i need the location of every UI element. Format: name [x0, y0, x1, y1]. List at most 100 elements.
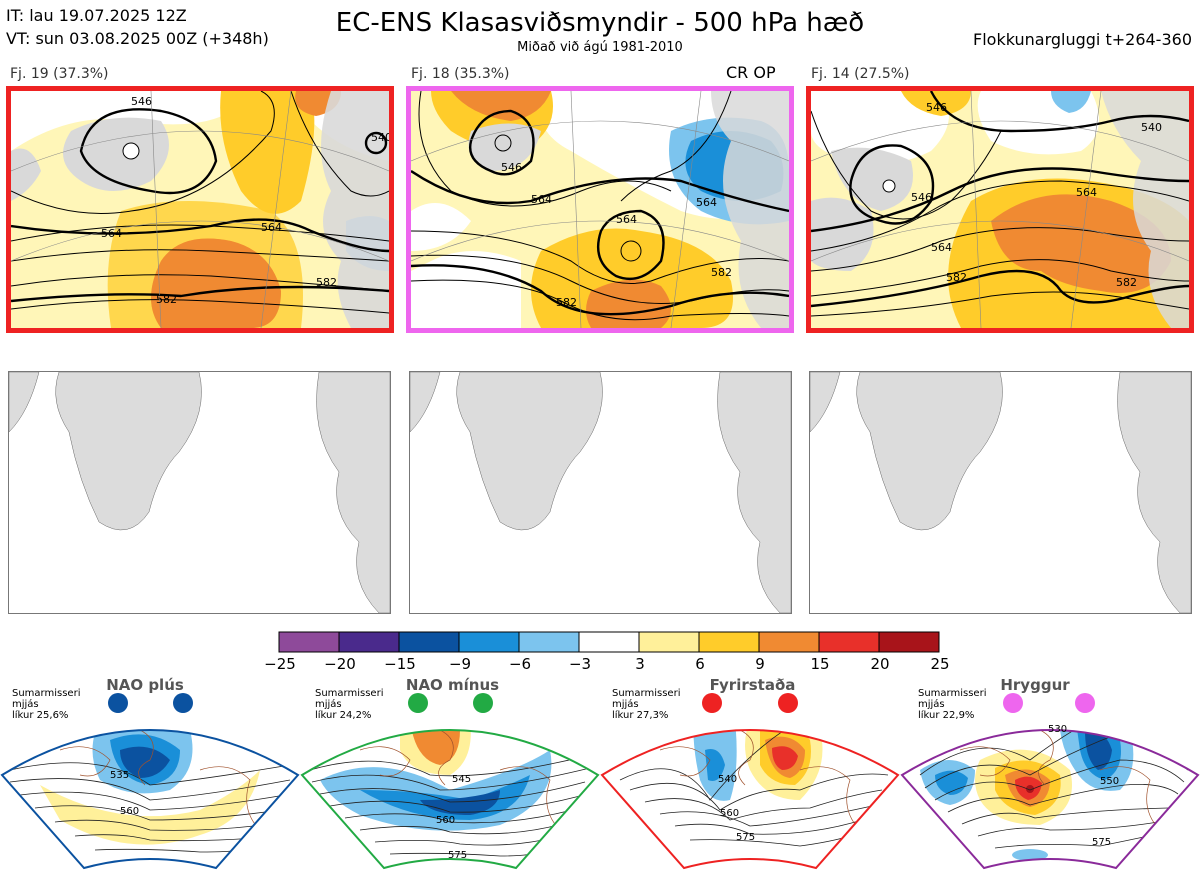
colorbar-swatch: [278, 631, 340, 653]
regime-probability: líkur 27,3%: [612, 710, 669, 721]
contour-label: 560: [720, 808, 739, 819]
contour-label: 575: [448, 850, 467, 861]
regime-marker-icon: [702, 693, 722, 713]
regime-months: mjjás: [315, 699, 342, 710]
contour-label: 575: [1092, 837, 1111, 848]
contour-label: 540: [1141, 121, 1162, 134]
regime-marker-icon: [473, 693, 493, 713]
contour-label: 582: [316, 276, 337, 289]
contour-label: 564: [696, 196, 717, 209]
contour-label: 545: [452, 774, 471, 785]
regime-title-2: NAO mínus: [405, 676, 500, 694]
cluster-map-3[interactable]: 546 546 564 564 582 582 540: [806, 86, 1194, 333]
contour-label: 560: [120, 806, 139, 817]
colorbar-tick: 20: [870, 655, 890, 673]
contour-label: 535: [110, 770, 129, 781]
contour-label: 575: [736, 832, 755, 843]
colorbar-swatch: [818, 631, 880, 653]
classification-window: Flokkunargluggi t+264-360: [973, 30, 1192, 49]
colorbar-swatch: [698, 631, 760, 653]
contour-label: 540: [718, 774, 737, 785]
colorbar-swatch: [398, 631, 460, 653]
contour-label: 546: [926, 101, 947, 114]
contour-label: 546: [911, 191, 932, 204]
init-time-block: IT: lau 19.07.2025 12Z VT: sun 03.08.202…: [6, 4, 269, 50]
contour-label: 564: [616, 213, 637, 226]
regime-season: Sumarmisseri: [918, 688, 987, 699]
valid-time: VT: sun 03.08.2025 00Z (+348h): [6, 29, 269, 48]
regime-months: mjjás: [12, 699, 39, 710]
colorbar-tick: 15: [810, 655, 830, 673]
init-time: IT: lau 19.07.2025 12Z: [6, 6, 187, 25]
contour-label: 582: [556, 296, 577, 309]
regime-info-2: Sumarmisseri mjjás líkur 24,2%: [315, 688, 383, 721]
regime-map-2[interactable]: 545 560 575: [300, 690, 600, 871]
colorbar-swatch: [878, 631, 940, 653]
regime-map-1[interactable]: 535 560: [0, 690, 300, 871]
contour-label: 560: [436, 815, 455, 826]
colorbar-swatch: [578, 631, 640, 653]
regime-probability: líkur 22,9%: [918, 710, 975, 721]
colorbar-tick: −3: [568, 655, 592, 673]
contour-label: 564: [531, 193, 552, 206]
colorbar-tick: 9: [755, 655, 765, 673]
colorbar-tick: −20: [324, 655, 356, 673]
regime-info-4: Sumarmisseri mjjás líkur 22,9%: [918, 688, 986, 721]
contour-label: 530: [1048, 724, 1067, 735]
regime-marker-icon: [108, 693, 128, 713]
colorbar-tick: 3: [635, 655, 645, 673]
cluster-map-1[interactable]: 546 564 564 582 582 540: [6, 86, 394, 333]
regime-probability: líkur 24,2%: [315, 710, 372, 721]
regime-title-3: Fyrirstaða: [709, 676, 796, 694]
contour-label: 564: [101, 227, 122, 240]
regime-info-3: Sumarmisseri mjjás líkur 27,3%: [612, 688, 680, 721]
colorbar-tick: −25: [264, 655, 296, 673]
contour-label: 550: [1100, 776, 1119, 787]
regime-months: mjjás: [918, 699, 945, 710]
regime-map-4[interactable]: 530 550 575: [900, 690, 1200, 871]
cluster-tag-cr-op: CR OP: [726, 63, 776, 82]
contour-label: 582: [1116, 276, 1137, 289]
regime-marker-icon: [1003, 693, 1023, 713]
cluster-label-2: Fj. 18 (35.3%): [411, 66, 510, 82]
empty-map-2: [409, 371, 792, 614]
colorbar-tick: 25: [930, 655, 950, 673]
colorbar-swatch: [338, 631, 400, 653]
regime-info-1: Sumarmisseri mjjás líkur 25,6%: [12, 688, 80, 721]
colorbar-swatch: [758, 631, 820, 653]
contour-label: 564: [261, 221, 282, 234]
contour-label: 546: [131, 95, 152, 108]
contour-label: 564: [1076, 186, 1097, 199]
regime-season: Sumarmisseri: [12, 688, 81, 699]
colorbar-tick: 6: [695, 655, 705, 673]
cluster-label-3: Fj. 14 (27.5%): [811, 66, 910, 82]
colorbar-swatch: [518, 631, 580, 653]
colorbar-tick: −9: [448, 655, 472, 673]
colorbar-tick: −15: [384, 655, 416, 673]
contour-label: 546: [501, 161, 522, 174]
empty-map-3: [809, 371, 1192, 614]
page-subtitle: Miðað við ágú 1981-2010: [517, 40, 683, 55]
regime-season: Sumarmisseri: [315, 688, 384, 699]
colorbar-swatch: [638, 631, 700, 653]
contour-label: 582: [156, 293, 177, 306]
empty-map-1: [8, 371, 391, 614]
regime-probability: líkur 25,6%: [12, 710, 69, 721]
colorbar-swatch: [458, 631, 520, 653]
colorbar-tick: −6: [508, 655, 532, 673]
cluster-label-1: Fj. 19 (37.3%): [10, 66, 109, 82]
regime-title-4: Hryggur: [1000, 676, 1070, 694]
contour-label: 582: [711, 266, 732, 279]
colorbar: [278, 631, 940, 653]
page-title: EC-ENS Klasasviðsmyndir - 500 hPa hæð: [335, 8, 865, 38]
regime-title-1: NAO plús: [106, 676, 184, 694]
contour-label: 582: [946, 271, 967, 284]
contour-label: 540: [371, 131, 389, 144]
regime-season: Sumarmisseri: [612, 688, 681, 699]
contour-label: 564: [931, 241, 952, 254]
cluster-map-2[interactable]: 546 564 564 564 582 582: [406, 86, 794, 333]
regime-marker-icon: [778, 693, 798, 713]
regime-map-3[interactable]: 540 560 575: [600, 690, 900, 871]
regime-months: mjjás: [612, 699, 639, 710]
regime-marker-icon: [173, 693, 193, 713]
